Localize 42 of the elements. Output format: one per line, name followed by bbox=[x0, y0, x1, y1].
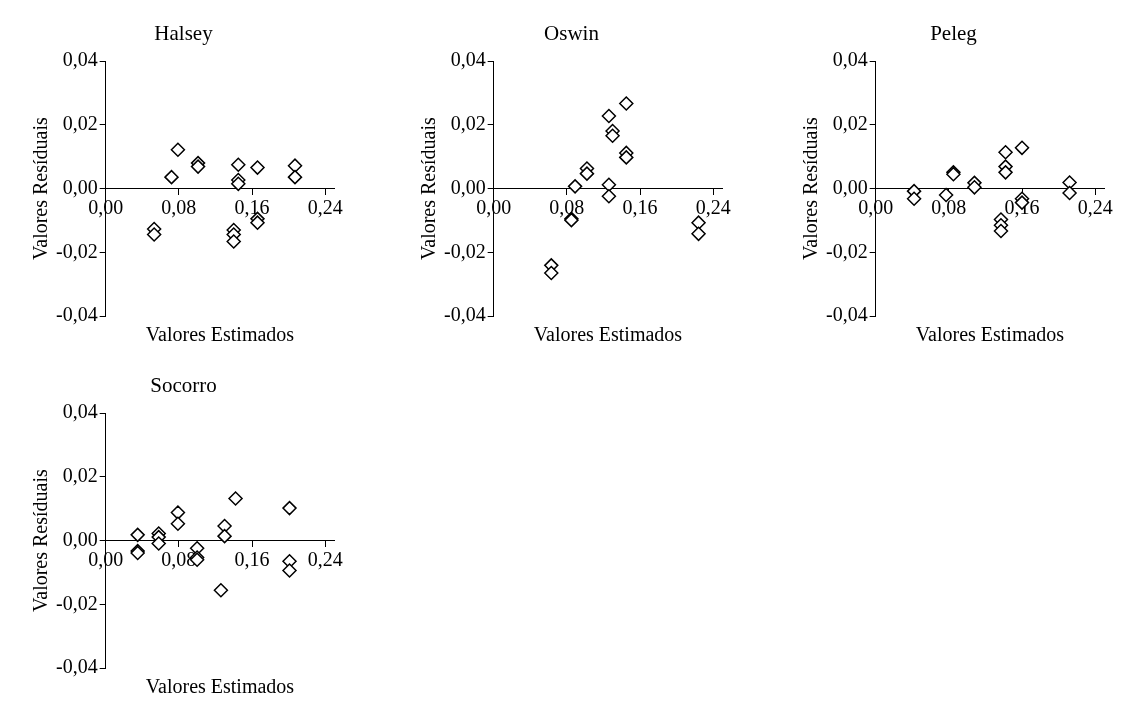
x-tick-label: 0,24 bbox=[307, 547, 343, 570]
y-tick-label: -0,02 bbox=[443, 239, 486, 262]
y-tick-label: -0,04 bbox=[55, 303, 98, 326]
y-tick-label: -0,04 bbox=[443, 303, 486, 326]
y-tick-label: 0,04 bbox=[62, 400, 98, 423]
x-axis-title: Valores Estimados bbox=[145, 675, 295, 698]
x-tick-label: 0,24 bbox=[695, 195, 731, 218]
y-axis-title: Valores Resíduais bbox=[29, 469, 52, 612]
x-tick-label: 0,16 bbox=[234, 547, 270, 570]
chart-title: Peleg bbox=[930, 21, 978, 46]
y-tick-label: 0,02 bbox=[450, 112, 486, 135]
chart-title: Oswin bbox=[544, 21, 600, 46]
x-tick-label: 0,16 bbox=[234, 195, 270, 218]
y-tick-label: 0,00 bbox=[450, 175, 486, 198]
x-tick-label: 0,08 bbox=[549, 195, 585, 218]
y-tick-label: 0,04 bbox=[62, 48, 98, 71]
y-tick-label: -0,02 bbox=[825, 239, 868, 262]
y-tick-label: 0,00 bbox=[62, 527, 98, 550]
y-tick-label: 0,04 bbox=[450, 48, 486, 71]
chart-title: Halsey bbox=[154, 21, 214, 46]
y-tick-label: -0,02 bbox=[55, 239, 98, 262]
y-tick-label: 0,02 bbox=[832, 112, 868, 135]
x-tick-label: 0,08 bbox=[931, 195, 967, 218]
y-tick-label: -0,04 bbox=[825, 303, 868, 326]
x-axis-title: Valores Estimados bbox=[145, 323, 295, 346]
y-tick-label: 0,02 bbox=[62, 112, 98, 135]
y-tick-label: -0,02 bbox=[55, 591, 98, 614]
y-tick-label: -0,04 bbox=[55, 655, 98, 678]
y-tick-label: 0,02 bbox=[62, 464, 98, 487]
y-axis-title: Valores Resíduais bbox=[417, 117, 440, 260]
x-axis-title: Valores Estimados bbox=[533, 323, 683, 346]
x-tick-label: 0,08 bbox=[161, 195, 197, 218]
y-tick-label: 0,04 bbox=[832, 48, 868, 71]
y-tick-label: 0,00 bbox=[832, 175, 868, 198]
x-tick-label: 0,24 bbox=[307, 195, 343, 218]
y-axis-title: Valores Resíduais bbox=[799, 117, 822, 260]
chart-title: Socorro bbox=[150, 373, 217, 398]
x-axis-title: Valores Estimados bbox=[915, 323, 1065, 346]
y-axis-title: Valores Resíduais bbox=[29, 117, 52, 260]
x-tick-label: 0,24 bbox=[1077, 195, 1113, 218]
y-tick-label: 0,00 bbox=[62, 175, 98, 198]
x-tick-label: 0,16 bbox=[622, 195, 658, 218]
